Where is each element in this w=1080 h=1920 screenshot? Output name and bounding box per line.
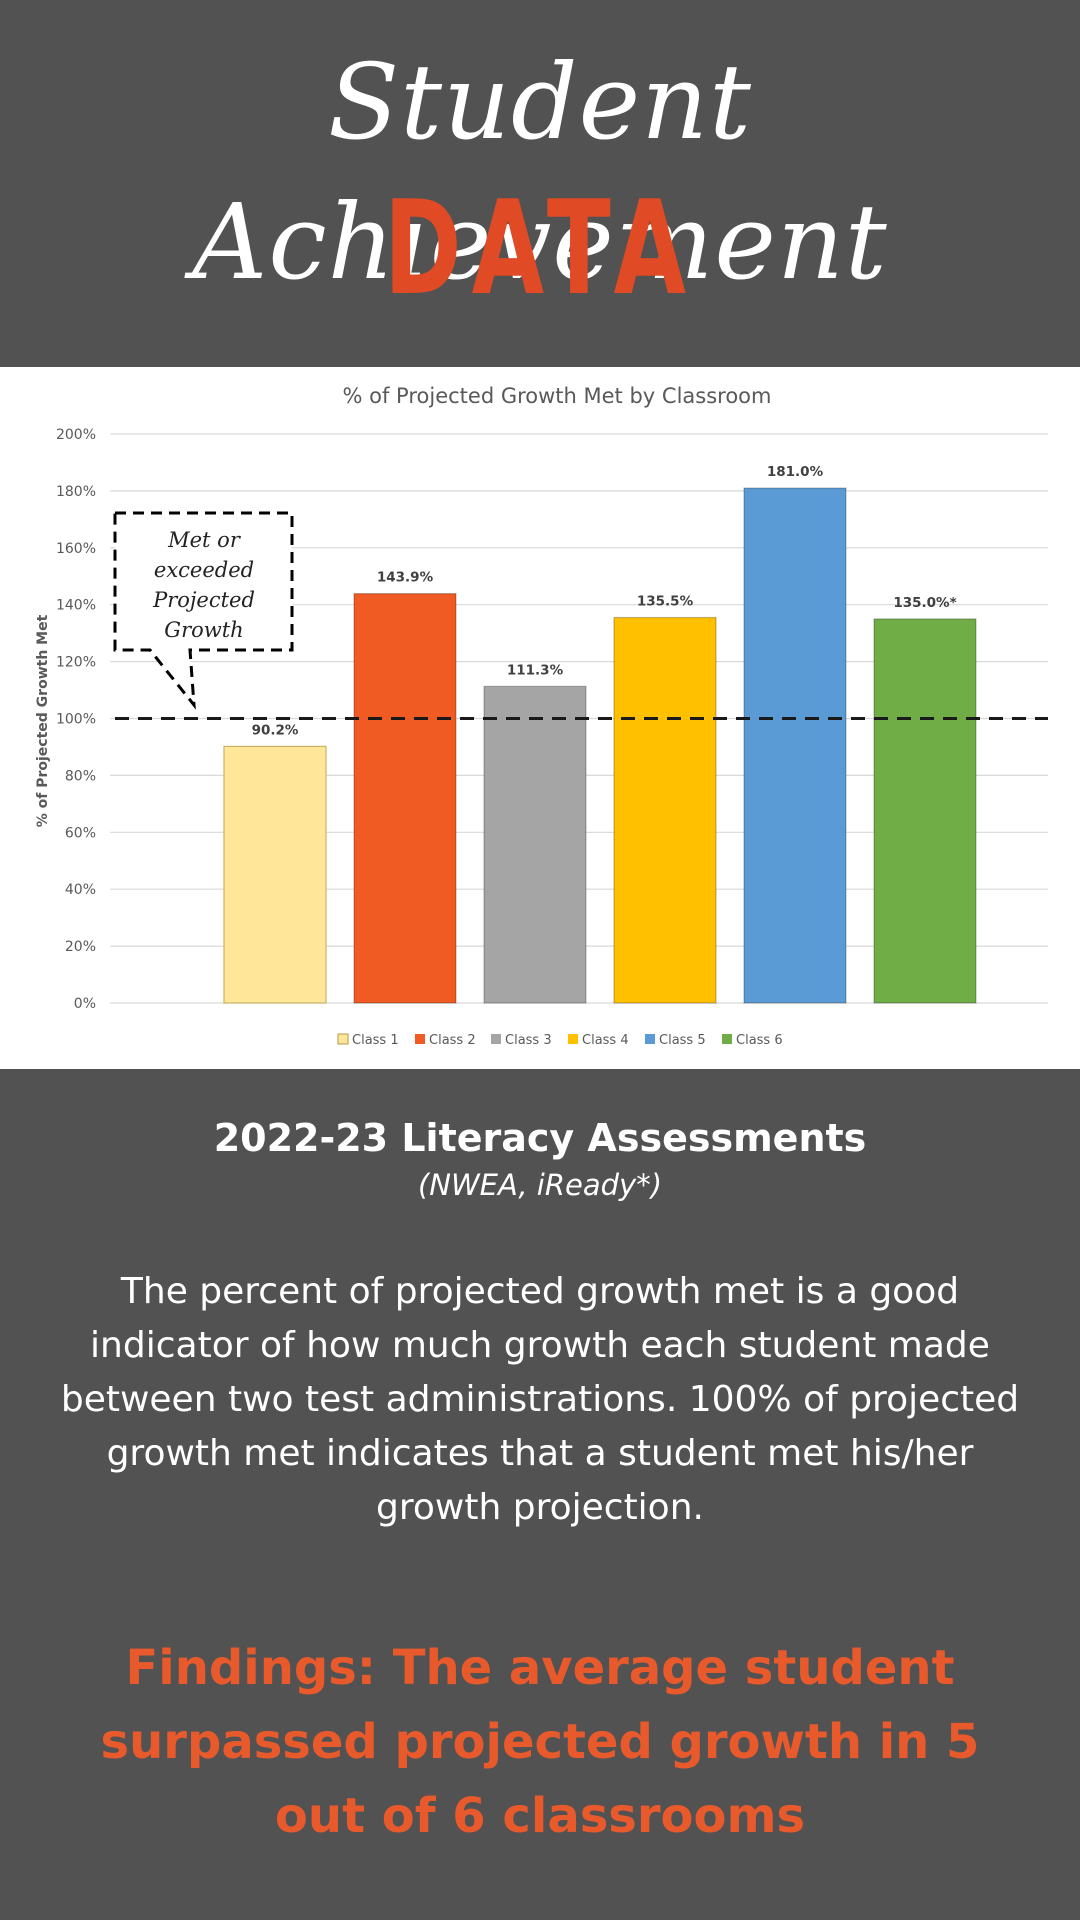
callout-box xyxy=(113,511,294,710)
assessment-source-note: (NWEA, iReady*) xyxy=(417,1168,663,1202)
bar-class-2 xyxy=(353,593,457,1004)
callout-line: Projected xyxy=(152,588,255,612)
header: Student Achievement DATA xyxy=(0,0,1080,367)
callout-text: Met or exceeded Projected Growth xyxy=(152,528,255,642)
y-tick-label: 160% xyxy=(56,541,96,557)
y-tick-label: 200% xyxy=(56,427,96,443)
text-section: 2022-23 Literacy Assessments (NWEA, iRea… xyxy=(0,1069,1080,1920)
legend-label: Class 4 xyxy=(582,1033,629,1048)
callout-line: Met or xyxy=(167,528,242,552)
chart-title: % of Projected Growth Met by Classroom xyxy=(343,384,772,408)
findings-statement: Findings: The average student surpassed … xyxy=(100,1640,980,1844)
annotation-callout: Met or exceeded Projected Growth xyxy=(113,511,294,710)
legend-swatch xyxy=(568,1034,578,1044)
data-label: 181.0% xyxy=(767,464,824,480)
bar-class-5 xyxy=(743,487,847,1004)
y-tick-label: 180% xyxy=(56,484,96,500)
legend-label: Class 3 xyxy=(505,1033,552,1048)
y-tick-label: 40% xyxy=(65,882,96,898)
legend-swatch xyxy=(337,1033,349,1045)
bars xyxy=(223,487,977,1004)
legend-label: Class 1 xyxy=(352,1033,399,1048)
legend-swatch xyxy=(491,1034,501,1044)
y-tick-labels: 0% 20% 40% 60% 80% 100% 120% 140% 160% 180% 200% xyxy=(56,427,96,1012)
bar-class-3 xyxy=(483,685,587,1004)
y-axis-label: % of Projected Growth Met xyxy=(35,614,51,827)
data-label: 143.9% xyxy=(377,570,434,586)
y-tick-label: 140% xyxy=(56,598,96,614)
legend: Class 1 Class 2 Class 3 Class 4 Class 5 Class… xyxy=(337,1033,783,1048)
callout-line: Growth xyxy=(164,618,243,642)
legend-label: Class 5 xyxy=(659,1033,706,1048)
y-tick-label: 100% xyxy=(56,712,96,728)
legend-label: Class 2 xyxy=(429,1033,476,1048)
bar-chart: % of Projected Growth Met by Classroom 0… xyxy=(35,384,1048,1048)
y-tick-label: 80% xyxy=(65,768,96,784)
bar-class-4 xyxy=(613,616,717,1004)
legend-swatch xyxy=(722,1034,732,1044)
y-tick-label: 60% xyxy=(65,825,96,841)
bar-class-1 xyxy=(223,745,327,1004)
description-paragraph: The percent of projected growth met is a… xyxy=(60,1271,1020,1528)
legend-swatch xyxy=(415,1034,425,1044)
data-labels: 90.2% 143.9% 111.3% 135.5% 181.0% 135.0%* xyxy=(252,464,957,738)
legend-swatch xyxy=(645,1034,655,1044)
script-title: Student Achievement xyxy=(192,41,888,303)
bar-class-6 xyxy=(873,618,977,1004)
chart-panel: % of Projected Growth Met by Classroom 0… xyxy=(0,367,1080,1069)
data-label: 111.3% xyxy=(507,662,564,678)
assessment-title: 2022-23 Literacy Assessments xyxy=(213,1116,867,1160)
legend-label: Class 6 xyxy=(736,1033,783,1048)
y-tick-label: 20% xyxy=(65,939,96,955)
y-tick-label: 0% xyxy=(74,996,96,1012)
data-label: 135.5% xyxy=(637,594,694,610)
data-title: DATA xyxy=(383,172,697,324)
data-label: 135.0%* xyxy=(893,595,956,611)
data-label: 90.2% xyxy=(252,722,299,738)
y-tick-label: 120% xyxy=(56,655,96,671)
callout-line: exceeded xyxy=(154,558,254,582)
